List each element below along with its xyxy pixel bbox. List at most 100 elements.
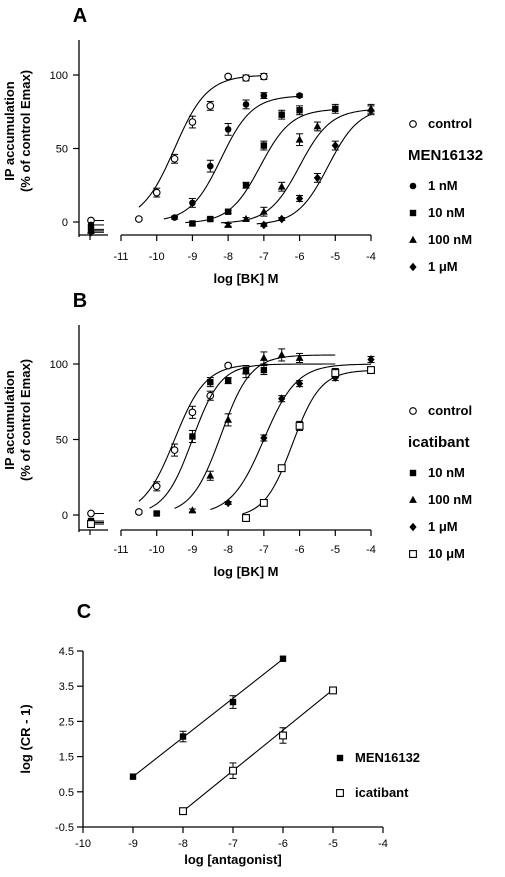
y-axis-label: log (CR - 1) bbox=[18, 704, 33, 773]
series-4 bbox=[87, 366, 375, 529]
basal-point bbox=[87, 227, 95, 237]
data-point bbox=[242, 182, 250, 189]
fit-curve bbox=[174, 354, 336, 509]
data-point bbox=[206, 102, 215, 110]
data-point bbox=[296, 107, 303, 114]
y-tick-label: 2.5 bbox=[59, 716, 74, 728]
x-tick-label: -10 bbox=[149, 251, 165, 263]
data-point bbox=[242, 214, 250, 222]
y-tick-label: 100 bbox=[50, 359, 68, 371]
y-axis-label-2: (% of control Emax) bbox=[18, 359, 33, 481]
legend-marker bbox=[336, 754, 344, 762]
panel-b bbox=[73, 325, 417, 558]
data-point bbox=[296, 92, 303, 99]
fit-curve bbox=[220, 109, 372, 224]
x-tick-label: -6 bbox=[278, 838, 288, 850]
x-tick-label: -5 bbox=[330, 544, 340, 556]
data-point bbox=[242, 74, 250, 82]
x-tick-label: -5 bbox=[328, 838, 338, 850]
data-point bbox=[332, 105, 339, 113]
data-point bbox=[277, 350, 286, 358]
data-point bbox=[179, 733, 187, 740]
data-point bbox=[224, 220, 233, 228]
legend-label: control bbox=[428, 403, 472, 418]
data-point bbox=[278, 214, 286, 224]
data-point bbox=[135, 508, 143, 516]
x-tick-label: -5 bbox=[330, 251, 340, 263]
legend-title: MEN16132 bbox=[408, 147, 483, 164]
data-point bbox=[188, 118, 197, 126]
series-1 bbox=[87, 363, 336, 525]
data-point bbox=[259, 207, 268, 215]
legend-marker bbox=[409, 235, 417, 243]
panel-letter: B bbox=[73, 290, 87, 312]
data-point bbox=[295, 135, 304, 143]
y-tick-label: 3.5 bbox=[59, 681, 74, 693]
series-1 bbox=[87, 92, 304, 229]
data-point bbox=[260, 92, 268, 99]
legend-label: 10 nM bbox=[428, 205, 465, 220]
data-point bbox=[313, 173, 322, 183]
y-tick-label: 0 bbox=[62, 510, 68, 522]
data-point bbox=[242, 101, 250, 108]
data-point bbox=[260, 366, 268, 374]
fit-curve bbox=[256, 113, 372, 225]
data-point bbox=[242, 367, 250, 375]
legend-label: 1 μM bbox=[428, 259, 458, 274]
legend bbox=[409, 407, 417, 558]
data-point bbox=[295, 194, 304, 203]
x-tick-label: -11 bbox=[113, 251, 128, 263]
data-point bbox=[242, 514, 250, 522]
legend-label: icatibant bbox=[355, 785, 409, 800]
y-tick-label: -0.5 bbox=[55, 822, 74, 834]
data-point bbox=[229, 698, 237, 706]
data-point bbox=[259, 353, 268, 361]
y-tick-label: 100 bbox=[50, 70, 68, 82]
x-tick-label: -7 bbox=[259, 251, 269, 263]
basal-point bbox=[87, 509, 95, 518]
data-point bbox=[277, 182, 286, 190]
fit-curve bbox=[149, 363, 336, 509]
data-point bbox=[367, 355, 375, 364]
data-point bbox=[331, 369, 340, 378]
series-2 bbox=[87, 348, 336, 526]
data-point bbox=[224, 377, 232, 384]
legend-marker bbox=[336, 789, 344, 797]
legend-marker bbox=[409, 550, 417, 558]
x-tick-label: -9 bbox=[128, 838, 138, 850]
data-point bbox=[277, 464, 286, 473]
data-point bbox=[279, 731, 287, 740]
legend-label: 1 μM bbox=[428, 519, 458, 534]
legend-marker bbox=[409, 182, 417, 190]
data-point bbox=[260, 72, 268, 81]
data-point bbox=[224, 72, 232, 81]
data-point bbox=[170, 154, 179, 163]
legend-marker bbox=[409, 262, 417, 272]
y-axis-label: IP accumulation bbox=[2, 81, 17, 181]
series-1 bbox=[179, 686, 337, 816]
x-tick-label: -6 bbox=[295, 544, 305, 556]
data-point bbox=[329, 686, 337, 695]
data-point bbox=[207, 378, 214, 386]
data-point bbox=[313, 122, 322, 130]
data-point bbox=[224, 415, 233, 423]
legend-marker bbox=[409, 469, 417, 477]
data-point bbox=[229, 766, 237, 775]
y-tick-label: 50 bbox=[56, 144, 68, 156]
y-tick-label: 50 bbox=[56, 435, 68, 447]
data-point bbox=[224, 126, 232, 133]
series-4 bbox=[87, 105, 375, 237]
fit-curve bbox=[242, 370, 372, 515]
x-tick-label: -9 bbox=[188, 544, 198, 556]
data-point bbox=[367, 366, 375, 374]
data-point bbox=[260, 433, 268, 443]
data-point bbox=[207, 215, 214, 223]
x-tick-label: -10 bbox=[75, 838, 91, 850]
data-point bbox=[278, 111, 285, 118]
data-point bbox=[224, 361, 232, 370]
x-tick-label: -4 bbox=[366, 251, 376, 263]
legend-label: 10 nM bbox=[428, 465, 465, 480]
basal-point bbox=[87, 520, 95, 529]
x-tick-label: -6 bbox=[295, 251, 305, 263]
